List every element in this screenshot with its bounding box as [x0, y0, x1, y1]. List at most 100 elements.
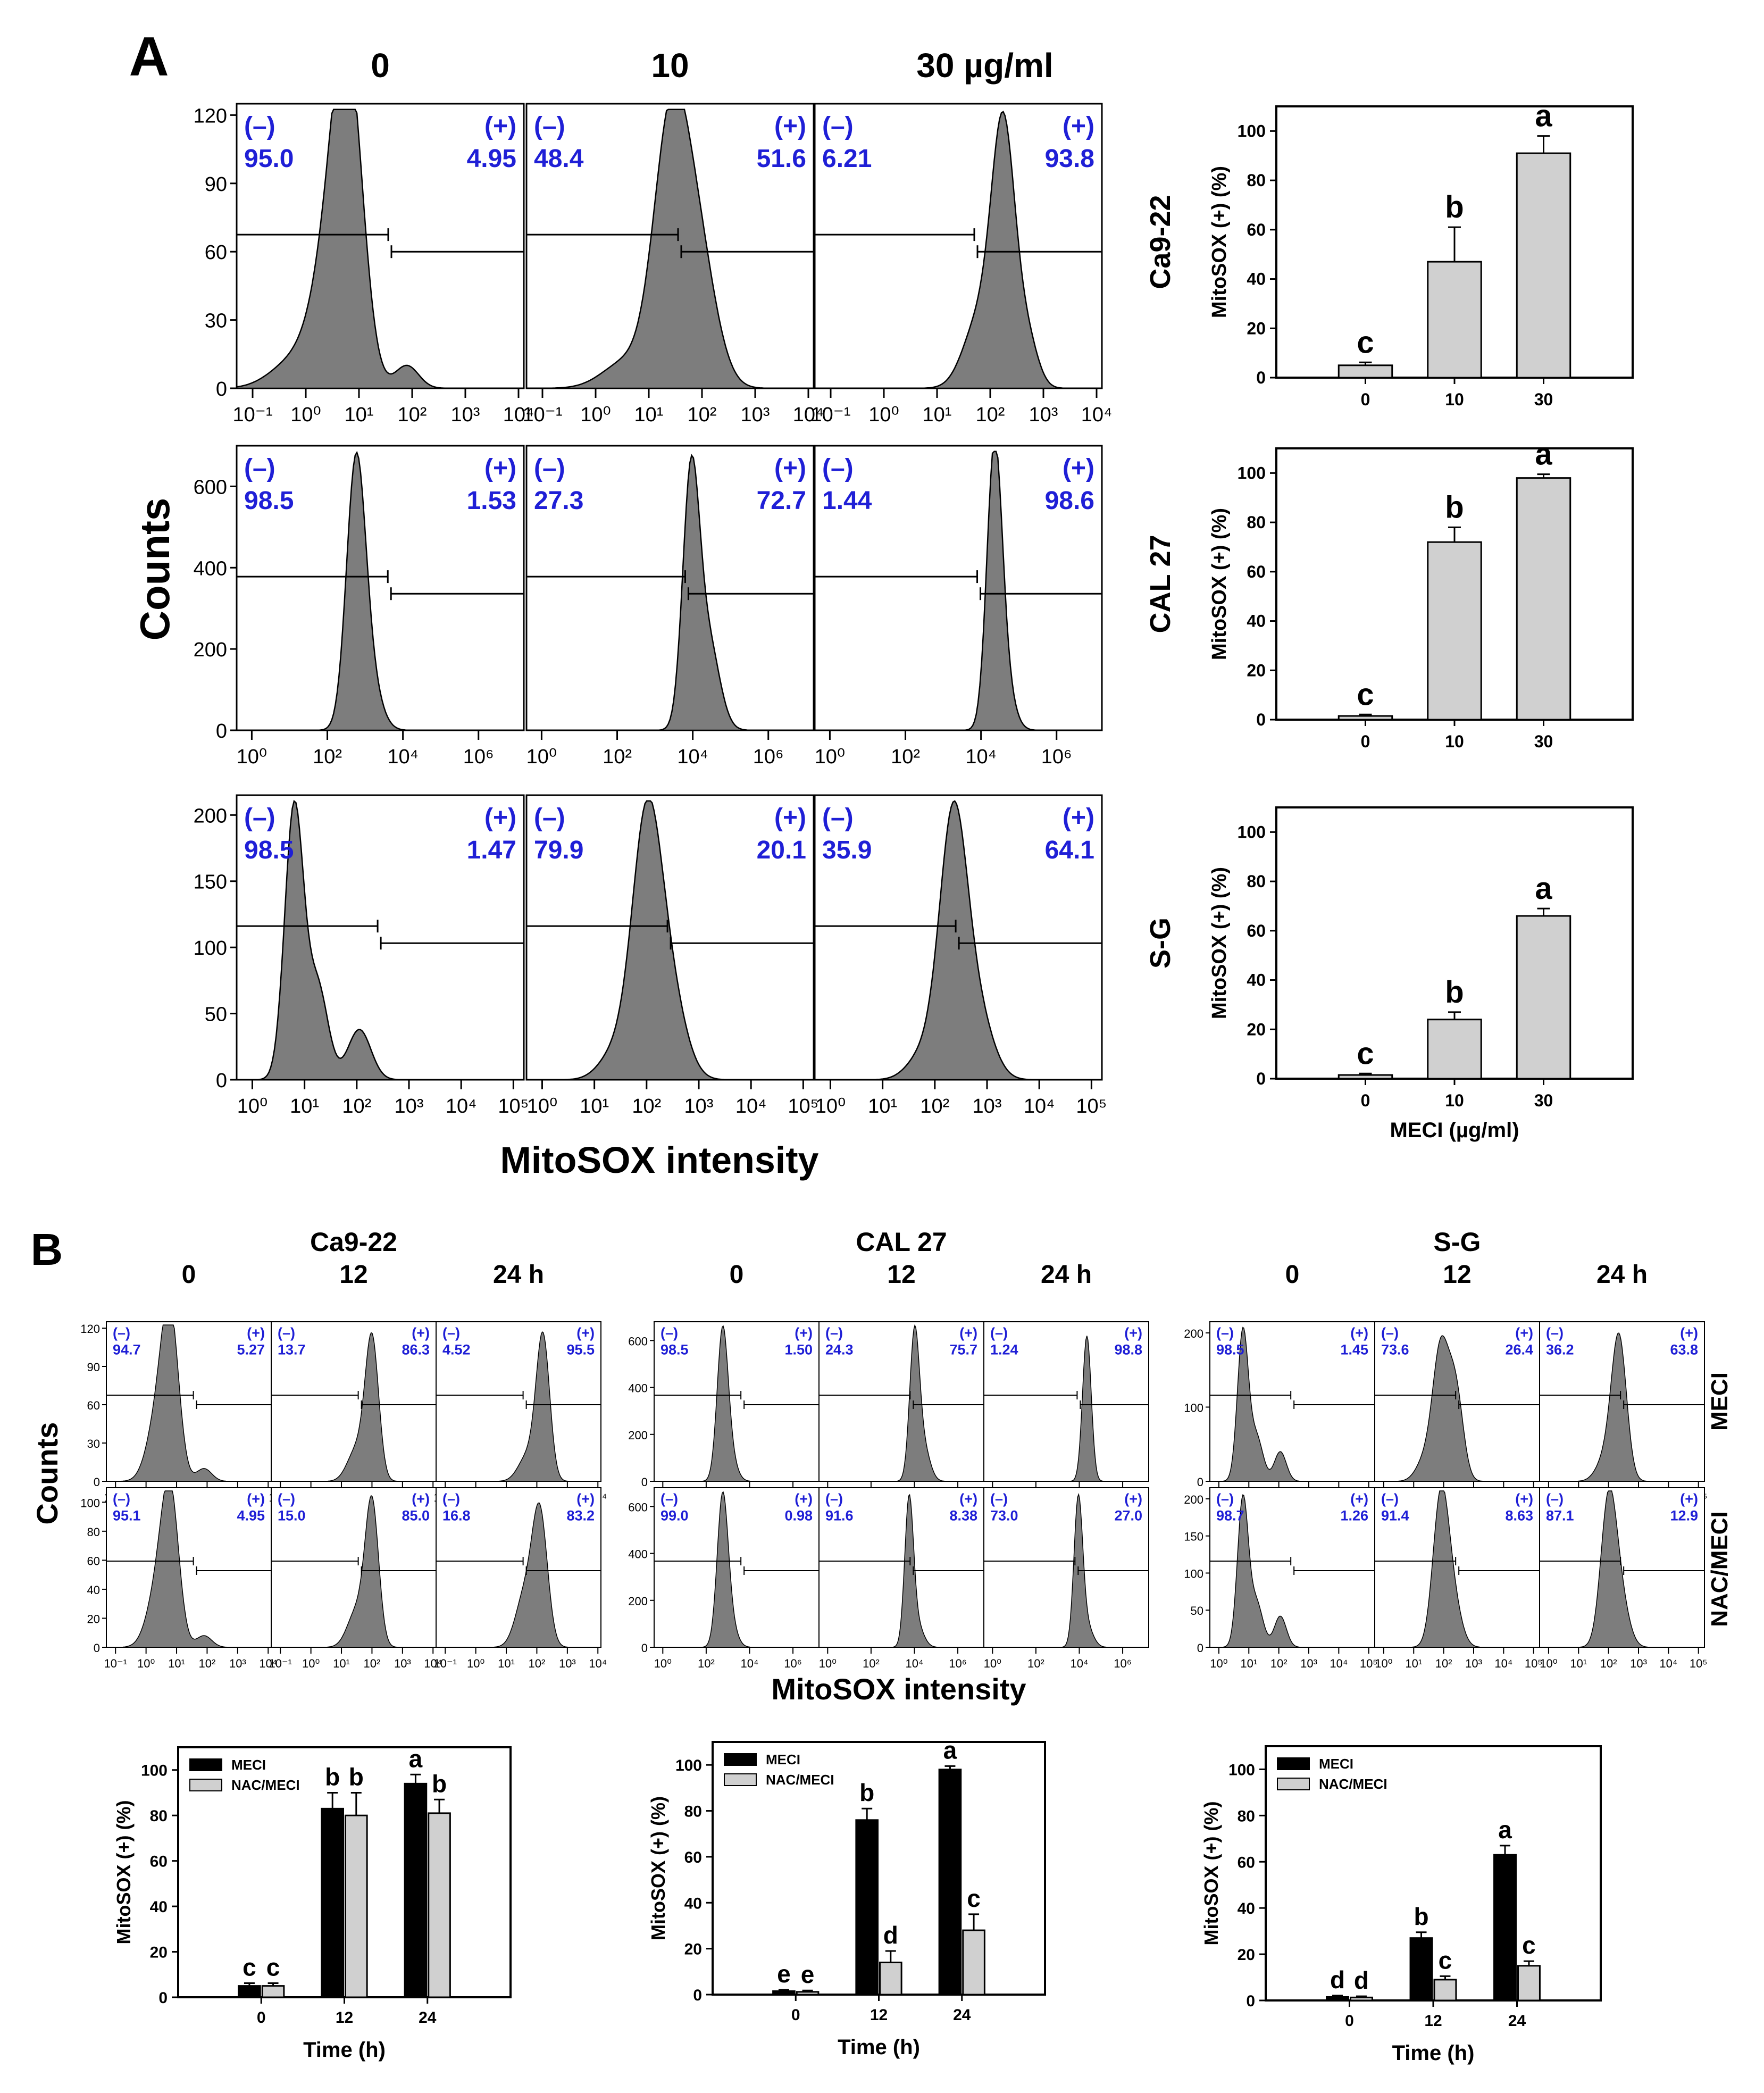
legend-label-meci: MECI: [231, 1757, 266, 1773]
negative-percentage: 94.7: [113, 1342, 141, 1358]
gate-positive-label: (+): [959, 1325, 977, 1341]
y-tick-label: 100: [194, 937, 227, 960]
y-tick-label: 80: [1247, 513, 1266, 532]
y-tick-label: 100: [675, 1757, 702, 1774]
x-tick-label: 10⁻¹: [233, 404, 273, 426]
positive-percentage: 1.45: [1340, 1342, 1368, 1358]
cell-line-label: S-G: [1144, 918, 1176, 969]
y-tick-label: 50: [205, 1004, 227, 1026]
x-tick-label: 10²: [1435, 1657, 1452, 1670]
meci-bar: [238, 1985, 261, 1998]
y-tick-label: 0: [216, 720, 227, 743]
x-tick-label: 10: [1445, 732, 1464, 751]
positive-percentage: 0.98: [784, 1508, 813, 1524]
x-tick-label: 10²: [688, 404, 717, 426]
bar-chart-frame: [712, 1741, 1046, 1996]
y-tick-label: 0: [94, 1641, 100, 1655]
positive-percentage: 86.3: [402, 1342, 430, 1358]
x-tick-label: 10⁴: [589, 1657, 607, 1670]
y-tick-label: 400: [628, 1548, 648, 1561]
y-tick-label: 0: [1246, 1992, 1255, 2010]
y-tick-label: 80: [1247, 872, 1266, 891]
concentration-header: 10: [651, 46, 689, 85]
negative-percentage: 73.6: [1381, 1342, 1409, 1358]
histogram-curve: [1540, 1332, 1704, 1482]
cell-line-header: Ca9-22: [310, 1227, 397, 1257]
x-tick-label: 10⁴: [906, 1657, 924, 1670]
histogram-frame: [654, 1487, 820, 1648]
x-tick-label: 10⁰: [984, 1657, 1001, 1670]
gate-negative-label: (–): [990, 1491, 1008, 1507]
gate-negative-label: (–): [244, 804, 275, 832]
x-tick-label: 10⁶: [463, 746, 494, 768]
gate-positive-label: (+): [412, 1325, 430, 1341]
y-tick-label: 200: [628, 1595, 648, 1608]
legend-label-meci: MECI: [766, 1752, 800, 1767]
x-tick-label: 10⁴: [446, 1095, 477, 1118]
x-tick-label: 10⁻¹: [434, 1657, 457, 1670]
time-header: 24 h: [1041, 1261, 1092, 1289]
x-tick-label: 10⁻¹: [811, 404, 851, 426]
y-tick-label: 60: [87, 1399, 100, 1412]
gate-negative-label: (–): [822, 112, 854, 140]
x-tick-label: 10⁻¹: [104, 1657, 127, 1670]
gate-negative-label: (–): [825, 1491, 843, 1507]
y-tick-label: 600: [628, 1335, 648, 1348]
y-tick-label: 120: [80, 1322, 100, 1336]
significance-letter: d: [883, 1921, 898, 1949]
x-tick-label: 10⁶: [753, 746, 784, 768]
y-axis-title: MitoSOX (+) (%): [647, 1796, 669, 1940]
histogram-frame: [106, 1321, 272, 1482]
concentration-header: 30 µg/ml: [916, 46, 1053, 85]
histogram-curve: [815, 451, 1102, 731]
y-tick-label: 40: [1247, 612, 1266, 631]
gate-negative-label: (–): [442, 1491, 460, 1507]
positive-percentage: 64.1: [1045, 836, 1094, 864]
histogram-curve: [1375, 1490, 1540, 1648]
x-tick-label: 10²: [920, 1095, 949, 1118]
x-tick-label: 10²: [342, 1095, 371, 1118]
y-tick-label: 20: [1247, 319, 1266, 338]
legend-swatch-meci: [189, 1758, 222, 1771]
x-tick-label: 10²: [891, 746, 920, 768]
y-tick-label: 40: [684, 1895, 702, 1912]
y-tick-label: 90: [205, 173, 227, 196]
negative-percentage: 98.5: [1216, 1342, 1244, 1358]
x-tick-label: 10⁻¹: [269, 1657, 292, 1670]
x-tick-label: 10¹: [923, 404, 952, 426]
gate-negative-label: (–): [278, 1491, 295, 1507]
positive-percentage: 8.38: [949, 1508, 977, 1524]
y-tick-label: 0: [641, 1475, 648, 1489]
x-tick-label: 10⁴: [424, 1657, 442, 1670]
gate-positive-label: (+): [1063, 804, 1094, 832]
gate-negative-label: (–): [1216, 1325, 1234, 1341]
x-tick-label: 10⁴: [387, 746, 419, 768]
histogram-curve: [654, 1491, 819, 1648]
legend-swatch-nac-meci: [724, 1773, 757, 1786]
significance-letter: d: [1330, 1966, 1345, 1994]
y-tick-label: 80: [150, 1807, 168, 1825]
significance-letter: a: [943, 1736, 957, 1764]
x-tick-label: 10⁶: [949, 1657, 967, 1670]
histogram-curve: [436, 1502, 601, 1648]
x-tick-label: 12: [870, 2006, 888, 2024]
x-tick-label: 10²: [313, 746, 342, 768]
x-tick-label: 10¹: [168, 1657, 185, 1670]
panel-a-label: A: [129, 26, 169, 88]
x-tick-label: 24: [953, 2006, 971, 2024]
x-tick-label: 10¹: [498, 1657, 515, 1670]
nac-meci-bar: [962, 1929, 985, 1996]
x-axis-title-intensity: MitoSOX intensity: [500, 1139, 819, 1181]
bar: [1427, 261, 1482, 379]
x-tick-label: 10⁴: [793, 404, 824, 426]
x-tick-label: 10⁴: [1071, 1657, 1089, 1670]
x-tick-label: 10⁵: [788, 1095, 818, 1118]
bar: [1337, 715, 1393, 721]
gate-positive-label: (+): [795, 1325, 813, 1341]
y-tick-label: 200: [1184, 1493, 1203, 1506]
x-tick-label: 10⁰: [137, 1657, 155, 1670]
y-tick-label: 100: [1238, 463, 1266, 482]
y-tick-label: 20: [1247, 661, 1266, 680]
cell-line-header: S-G: [1434, 1227, 1481, 1257]
y-tick-label: 0: [1256, 1069, 1266, 1088]
